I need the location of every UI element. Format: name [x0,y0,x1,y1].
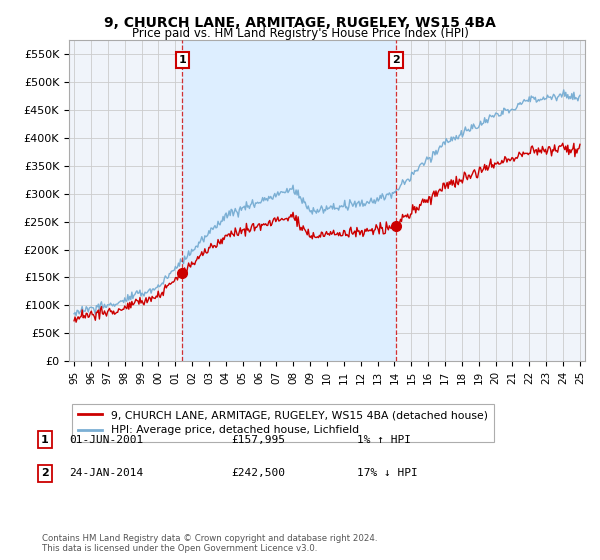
Text: 01-JUN-2001: 01-JUN-2001 [69,435,143,445]
Text: £157,995: £157,995 [231,435,285,445]
Text: 17% ↓ HPI: 17% ↓ HPI [357,468,418,478]
Text: 1: 1 [178,55,186,65]
Legend: 9, CHURCH LANE, ARMITAGE, RUGELEY, WS15 4BA (detached house), HPI: Average price: 9, CHURCH LANE, ARMITAGE, RUGELEY, WS15 … [72,404,494,442]
Text: 9, CHURCH LANE, ARMITAGE, RUGELEY, WS15 4BA: 9, CHURCH LANE, ARMITAGE, RUGELEY, WS15 … [104,16,496,30]
Text: 2: 2 [392,55,400,65]
Bar [182,40,396,361]
Text: £242,500: £242,500 [231,468,285,478]
Text: 2: 2 [41,468,49,478]
Text: Price paid vs. HM Land Registry's House Price Index (HPI): Price paid vs. HM Land Registry's House … [131,27,469,40]
Text: 1% ↑ HPI: 1% ↑ HPI [357,435,411,445]
Text: 24-JAN-2014: 24-JAN-2014 [69,468,143,478]
Text: 1: 1 [41,435,49,445]
Text: Contains HM Land Registry data © Crown copyright and database right 2024.
This d: Contains HM Land Registry data © Crown c… [42,534,377,553]
